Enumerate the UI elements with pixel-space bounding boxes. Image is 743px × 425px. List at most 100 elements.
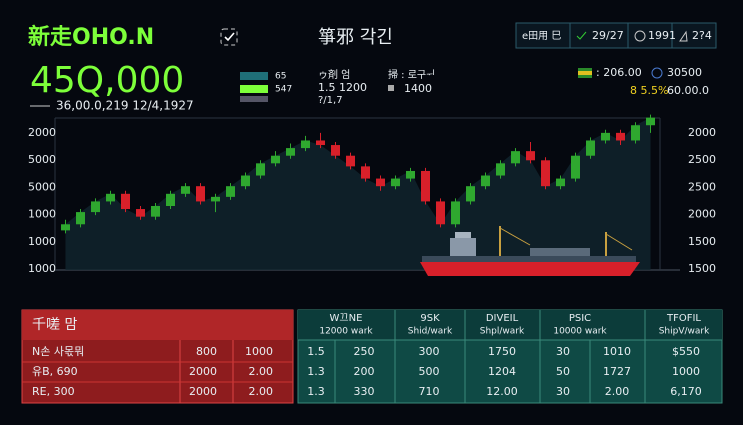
left-table-cell: 1000 [245,345,273,358]
candle-body [421,170,430,202]
toolbar-icon [634,30,646,42]
left-axis-label: 5000 [28,180,56,193]
ship-crane [605,233,633,251]
left-table-cell: 2.00 [249,365,274,378]
right-axis-label: 1500 [688,262,716,275]
legend-swatch [240,96,268,102]
legend-swatch [240,72,268,80]
right-table-cell: 330 [354,385,375,398]
right-axis-label: 2500 [688,180,716,193]
left-axis-label: 1000 [28,235,56,248]
big-price: 45Q,000 [30,60,184,101]
candle-body [496,163,505,176]
candle-body [526,151,535,161]
right-table-header: Shpl/wark [480,327,525,337]
right-table-cell: 30 [556,345,570,358]
right-table-cell: 250 [354,345,375,358]
right-table-cell: 1.5 [307,345,325,358]
info-line: ゥ剤 엄 [318,68,350,81]
toolbar-item[interactable]: e田用 巳 [522,30,561,42]
quote: : 206.00 [596,66,642,79]
candle-body [391,178,400,187]
check-mark [224,32,235,42]
ship-crane [499,227,531,246]
left-axis-label: 5000 [28,153,56,166]
candle-body [196,186,205,202]
right-table-cell: 2.00 [605,385,630,398]
right-table-cell: 200 [354,365,375,378]
right-table-cell: 1000 [672,365,700,378]
candle-body [271,155,280,164]
candle-body [511,151,520,164]
right-table-header: TFOFIL [666,313,701,324]
right-table-cell: $550 [672,345,700,358]
bullet [388,85,394,91]
candle-body [91,201,100,213]
candle-body [106,193,115,202]
toolbar-item[interactable]: 2?4 [692,29,712,42]
info-line: 1400 [404,82,432,95]
candle-body [556,178,565,187]
right-axis-label: 1500 [688,235,716,248]
candle-body [316,140,325,146]
left-table-header [22,310,293,340]
info-line: ?/1,7 [318,95,343,106]
legend-swatch [240,85,268,93]
left-table-cell: RE, 300 [32,385,75,398]
candle-body [241,175,250,187]
close-area [65,117,651,270]
candle-body [481,175,490,187]
right-table-cell: 6,170 [670,385,702,398]
right-table-header [298,310,722,340]
candle-body [166,193,175,206]
candle-body [331,145,340,156]
candle-body [301,140,310,149]
candle-body [61,224,70,231]
ship-bridge [455,232,471,238]
candle-body [76,212,85,225]
candle-body [256,163,265,176]
left-table-cell: N손 사몫뭐 [32,345,84,358]
toolbar [515,22,717,49]
toolbar-icon [576,31,587,40]
left-table-cell: 800 [196,345,217,358]
right-table-cell: 300 [419,345,440,358]
right-table-header: PSIC [569,313,591,324]
left-table-cell: 유B, 690 [32,365,78,378]
left-table-title: 千嗟 맘 [32,317,77,333]
toolbar-item[interactable]: 1991 [648,29,676,42]
candle-body [211,196,220,202]
right-table-cell: 1.3 [307,385,325,398]
center-title: 箏邪 각긴 [318,27,393,48]
ship-cargo [530,248,590,256]
legend-value: 65 [275,72,286,82]
right-table-cell: 1010 [603,345,631,358]
right-table-cell: 1750 [488,345,516,358]
candle-body [436,201,445,225]
info-line: 掃 : 로구ᅱ [388,68,435,81]
left-table-cell: 2000 [189,365,217,378]
quote-icon [651,67,663,79]
right-table-header: 12000 wark [319,327,373,337]
quote: 60.00.0 [667,84,709,97]
candle-body [631,125,640,141]
right-table-header: 9SK [420,313,440,324]
left-axis-label: 1000 [28,262,56,275]
change: 8 5.5% [630,84,668,97]
candle-body [451,201,460,225]
candles [61,114,655,270]
ship-deck [422,256,636,262]
right-axis-label: 2500 [688,153,716,166]
toolbar-item[interactable]: 29/27 [592,29,624,42]
toolbar-icon [679,30,688,42]
candle-body [646,117,655,126]
candle-body [601,132,610,141]
left-axis-label: 2000 [28,126,56,139]
candle-body [151,206,160,217]
right-table-cell: 710 [419,385,440,398]
right-table-cell: 30 [556,385,570,398]
candle-body [181,186,190,194]
candle-body [406,170,415,179]
